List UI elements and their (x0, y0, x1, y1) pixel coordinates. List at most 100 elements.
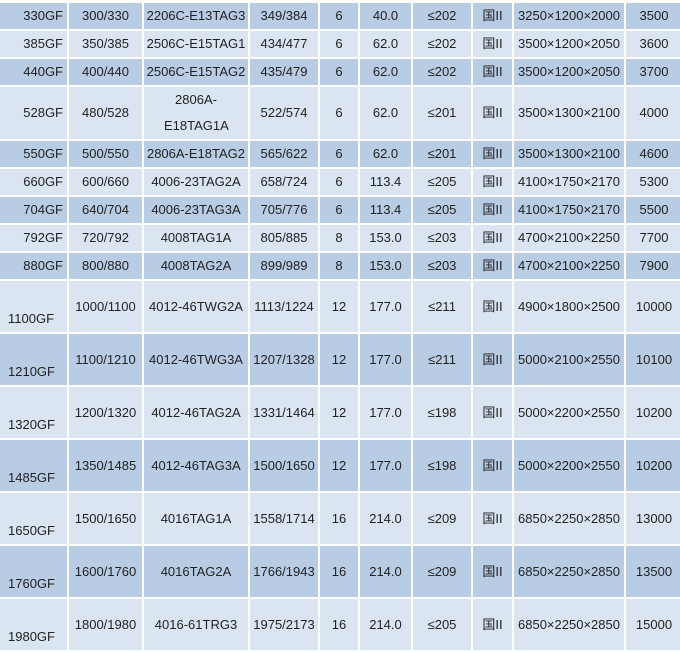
cell-consumption: ≤201 (413, 87, 471, 139)
cell-emission: 国II (473, 599, 512, 650)
cell-power: 400/440 (69, 59, 142, 85)
cell-engine-power: 1975/2173 (250, 599, 318, 650)
cell-emission: 国II (473, 387, 512, 438)
cell-dimensions: 3500×1300×2100 (514, 87, 624, 139)
cell-fuel: 40.0 (360, 3, 411, 29)
cell-engine: 2806A-E18TAG1A (144, 87, 248, 139)
cell-dimensions: 4700×2100×2250 (514, 225, 624, 251)
cell-engine: 4012-46TAG2A (144, 387, 248, 438)
cell-fuel: 177.0 (360, 281, 411, 332)
cell-cylinders: 16 (320, 546, 358, 597)
cell-model: 550GF (0, 141, 67, 167)
cell-emission: 国II (473, 59, 512, 85)
cell-emission: 国II (473, 334, 512, 385)
cell-engine: 2206C-E13TAG3 (144, 3, 248, 29)
cell-weight: 10000 (626, 281, 680, 332)
cell-engine-power: 349/384 (250, 3, 318, 29)
cell-model: 1210GF (0, 334, 67, 385)
cell-engine-power: 522/574 (250, 87, 318, 139)
cell-dimensions: 6850×2250×2850 (514, 493, 624, 544)
cell-consumption: ≤203 (413, 225, 471, 251)
cell-consumption: ≤202 (413, 59, 471, 85)
cell-power: 640/704 (69, 197, 142, 223)
cell-weight: 10200 (626, 387, 680, 438)
cell-engine: 2506C-E15TAG2 (144, 59, 248, 85)
table-row: 660GF 600/660 4006-23TAG2A 658/724 6 113.4 ≤20… (0, 169, 680, 195)
cell-consumption: ≤211 (413, 281, 471, 332)
cell-weight: 13500 (626, 546, 680, 597)
cell-engine-power: 899/989 (250, 253, 318, 279)
cell-emission: 国II (473, 169, 512, 195)
cell-fuel: 153.0 (360, 225, 411, 251)
cell-cylinders: 12 (320, 334, 358, 385)
cell-engine-power: 705/776 (250, 197, 318, 223)
cell-power: 800/880 (69, 253, 142, 279)
cell-engine: 4016TAG1A (144, 493, 248, 544)
cell-consumption: ≤211 (413, 334, 471, 385)
cell-power: 600/660 (69, 169, 142, 195)
cell-fuel: 177.0 (360, 387, 411, 438)
cell-emission: 国II (473, 141, 512, 167)
cell-dimensions: 3500×1200×2050 (514, 31, 624, 57)
cell-power: 350/385 (69, 31, 142, 57)
cell-dimensions: 4700×2100×2250 (514, 253, 624, 279)
cell-engine-power: 1558/1714 (250, 493, 318, 544)
cell-emission: 国II (473, 3, 512, 29)
table-row: 880GF 800/880 4008TAG2A 899/989 8 153.0 ≤203 国I… (0, 253, 680, 279)
table-row: 792GF 720/792 4008TAG1A 805/885 8 153.0 ≤203 国I… (0, 225, 680, 251)
cell-model: 528GF (0, 87, 67, 139)
cell-weight: 10100 (626, 334, 680, 385)
cell-cylinders: 6 (320, 3, 358, 29)
cell-engine-power: 1500/1650 (250, 440, 318, 491)
cell-fuel: 113.4 (360, 169, 411, 195)
cell-fuel: 62.0 (360, 31, 411, 57)
table-row: 1485GF 1350/1485 4012-46TAG3A 1500/1650 12 17… (0, 440, 680, 491)
cell-engine: 4012-46TAG3A (144, 440, 248, 491)
cell-emission: 国II (473, 87, 512, 139)
cell-dimensions: 3250×1200×2000 (514, 3, 624, 29)
cell-model: 1100GF (0, 281, 67, 332)
cell-cylinders: 6 (320, 59, 358, 85)
cell-consumption: ≤209 (413, 546, 471, 597)
cell-dimensions: 3500×1300×2100 (514, 141, 624, 167)
table-row: 1980GF 1800/1980 4016-61TRG3 1975/2173 16 214… (0, 599, 680, 650)
cell-consumption: ≤205 (413, 197, 471, 223)
cell-engine: 4006-23TAG3A (144, 197, 248, 223)
cell-cylinders: 8 (320, 225, 358, 251)
cell-weight: 10200 (626, 440, 680, 491)
cell-weight: 13000 (626, 493, 680, 544)
cell-dimensions: 5000×2100×2550 (514, 334, 624, 385)
table-row: 385GF 350/385 2506C-E15TAG1 434/477 6 62.0 ≤20… (0, 31, 680, 57)
cell-emission: 国II (473, 225, 512, 251)
cell-fuel: 153.0 (360, 253, 411, 279)
cell-emission: 国II (473, 31, 512, 57)
cell-power: 720/792 (69, 225, 142, 251)
cell-cylinders: 12 (320, 281, 358, 332)
cell-engine: 2806A-E18TAG2 (144, 141, 248, 167)
cell-model: 1485GF (0, 440, 67, 491)
table-row: 1760GF 1600/1760 4016TAG2A 1766/1943 16 214.0… (0, 546, 680, 597)
cell-weight: 5300 (626, 169, 680, 195)
cell-cylinders: 12 (320, 387, 358, 438)
cell-power: 300/330 (69, 3, 142, 29)
cell-model: 1650GF (0, 493, 67, 544)
cell-emission: 国II (473, 197, 512, 223)
cell-model: 1760GF (0, 546, 67, 597)
cell-weight: 3500 (626, 3, 680, 29)
cell-power: 480/528 (69, 87, 142, 139)
cell-engine: 4012-46TWG2A (144, 281, 248, 332)
table-body: 330GF 300/330 2206C-E13TAG3 349/384 6 40.0 ≤20… (0, 3, 680, 650)
cell-fuel: 214.0 (360, 546, 411, 597)
cell-weight: 4000 (626, 87, 680, 139)
cell-power: 1800/1980 (69, 599, 142, 650)
cell-dimensions: 5000×2200×2550 (514, 387, 624, 438)
cell-consumption: ≤209 (413, 493, 471, 544)
cell-consumption: ≤201 (413, 141, 471, 167)
cell-model: 792GF (0, 225, 67, 251)
cell-cylinders: 6 (320, 141, 358, 167)
cell-emission: 国II (473, 253, 512, 279)
cell-consumption: ≤198 (413, 387, 471, 438)
cell-cylinders: 6 (320, 31, 358, 57)
cell-power: 1100/1210 (69, 334, 142, 385)
